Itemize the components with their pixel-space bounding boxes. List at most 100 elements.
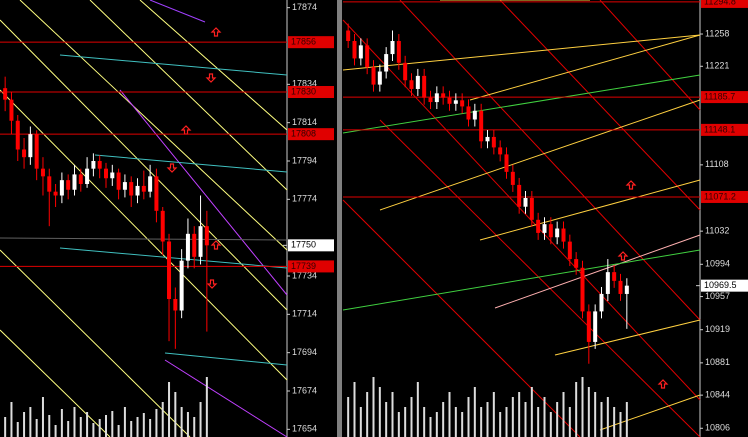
volume-bar: [530, 387, 533, 437]
candle-body: [185, 233, 190, 261]
candle-body: [28, 134, 33, 158]
trend-line: [342, 19, 701, 401]
trend-line: [494, 234, 701, 309]
last-price-label: 17750: [291, 240, 316, 250]
trend-line: [0, 237, 288, 241]
volume-bar: [54, 425, 57, 437]
volume-bar: [79, 417, 82, 437]
candle-body: [22, 149, 27, 158]
volume-bar: [473, 387, 476, 437]
y-tick-label: 17874: [292, 2, 317, 12]
volume-bar: [397, 412, 400, 437]
trend-line: [379, 119, 701, 437]
volume-bar: [161, 402, 164, 437]
candle-body: [479, 110, 484, 142]
down-arrow: [205, 73, 217, 83]
candle-body: [148, 176, 153, 192]
candle-body: [504, 154, 509, 172]
volume-bar: [435, 412, 438, 437]
level-label-box: [288, 86, 334, 98]
level-label: 11294.8: [704, 0, 736, 6]
trend-line: [164, 359, 288, 437]
panel-divider: [337, 0, 342, 437]
volume-bar: [404, 407, 407, 437]
candle-body: [141, 185, 146, 192]
y-tick-label: 17834: [292, 79, 317, 89]
down-arrow: [206, 279, 218, 289]
volume-bar: [480, 407, 483, 437]
trend-line: [469, 34, 701, 101]
y-tick-label: 10881: [705, 357, 730, 367]
level-label-box: [701, 91, 748, 104]
level-label: 11185.7: [704, 91, 735, 101]
level-label-box: [701, 190, 748, 203]
candle-body: [396, 40, 401, 63]
trend-line: [599, 0, 701, 111]
level-label: 11148.1: [704, 124, 735, 134]
volume-bar: [366, 392, 369, 437]
y-tick-label: 17674: [292, 385, 317, 395]
trend-line: [0, 329, 111, 437]
candle-body: [85, 168, 90, 184]
volume-bar: [98, 419, 101, 437]
candle-body: [403, 62, 408, 81]
candle-body: [447, 97, 452, 104]
trend-line: [164, 352, 288, 366]
trend-line: [599, 394, 701, 431]
candle-body: [605, 272, 610, 294]
volume-bar: [180, 407, 183, 437]
volume-bar: [353, 382, 356, 437]
trend-line: [149, 0, 206, 23]
y-tick-label: 11032: [705, 226, 729, 236]
last-price-label: 10969.5: [704, 280, 737, 290]
volume-bar: [199, 402, 202, 437]
candle-body: [34, 134, 39, 169]
y-tick-label: 11258: [705, 28, 729, 38]
volume-bar: [86, 412, 89, 437]
trend-line: [59, 247, 288, 269]
y-tick-label: 10919: [705, 324, 730, 334]
level-label-box: [288, 36, 334, 49]
volume-bar: [48, 415, 51, 437]
candle-body: [192, 233, 197, 257]
volume-bar: [429, 417, 432, 437]
candle-body: [612, 272, 617, 281]
volume-bar: [454, 407, 457, 437]
candle-body: [358, 45, 363, 59]
candle-body: [548, 224, 553, 238]
volume-bar: [499, 412, 502, 437]
volume-bar: [410, 397, 413, 437]
volume-bar: [130, 421, 133, 437]
volume-bar: [10, 402, 13, 437]
candle-body: [618, 280, 623, 294]
trend-line: [119, 89, 288, 296]
volume-bar: [505, 407, 508, 437]
volume-bar: [537, 407, 540, 437]
y-tick-label: 10957: [705, 291, 730, 301]
volume-bar: [448, 392, 451, 437]
up-arrow: [617, 251, 629, 261]
candle-body: [472, 110, 477, 120]
volume-bar: [105, 415, 107, 437]
candle-body: [580, 267, 585, 312]
y-tick-label: 17694: [292, 347, 317, 357]
candle-body: [72, 174, 77, 190]
volume-bar: [29, 407, 32, 437]
volume-bar: [4, 417, 7, 437]
candle-body: [422, 75, 427, 98]
volume-bar: [587, 387, 590, 437]
candle-body: [498, 147, 503, 155]
volume-bar: [606, 397, 609, 437]
level-label: 17808: [291, 129, 316, 139]
candle-body: [110, 172, 115, 179]
volume-bar: [372, 377, 375, 437]
candle-body: [517, 184, 522, 207]
candle-body: [434, 93, 439, 103]
trend-line: [479, 179, 701, 241]
candle-body: [154, 176, 159, 211]
candle-body: [567, 241, 572, 260]
volume-bar: [467, 397, 470, 437]
volume-bar: [67, 421, 70, 437]
volume-bar: [168, 382, 171, 437]
candle-body: [542, 224, 547, 233]
